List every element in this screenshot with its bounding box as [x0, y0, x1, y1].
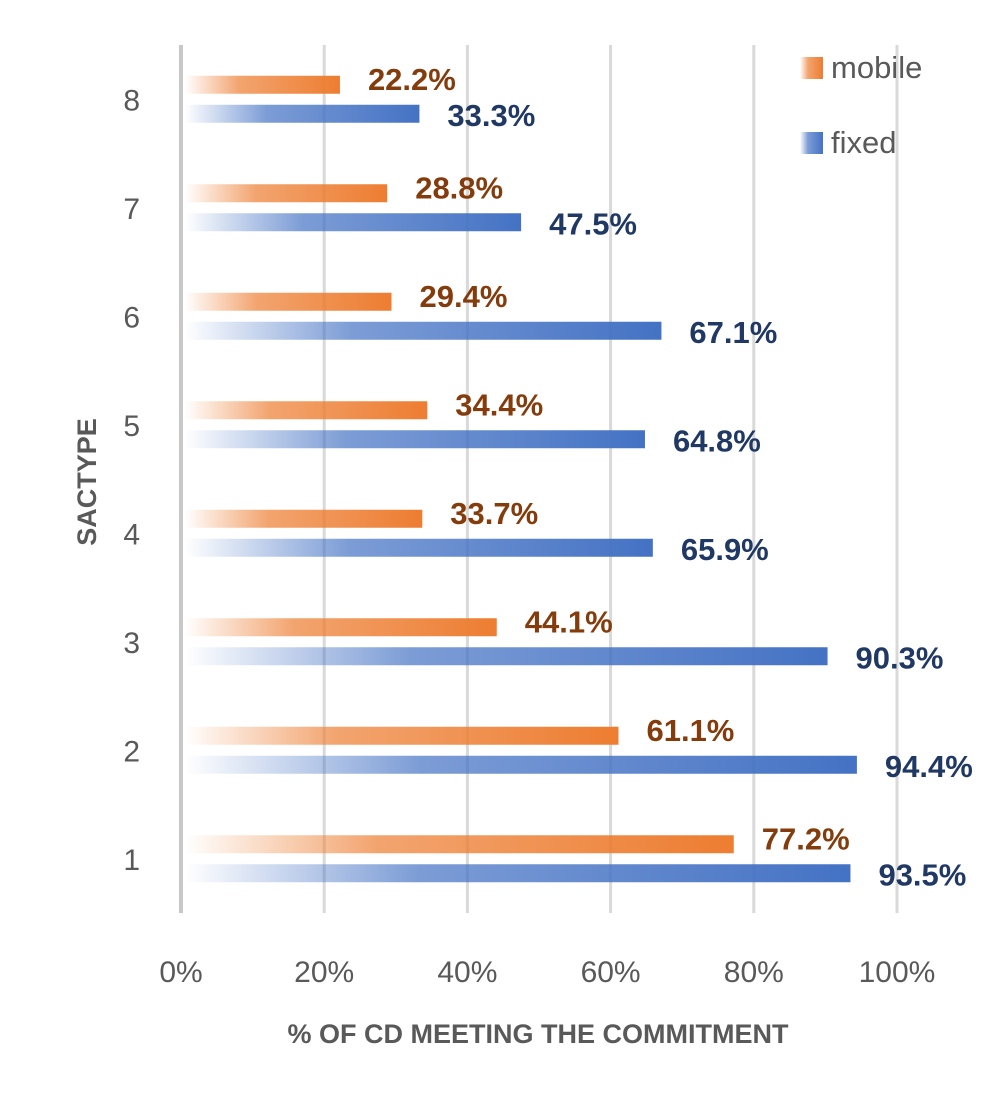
data-label-mobile-4: 33.7% [450, 496, 538, 531]
data-label-fixed-3: 90.3% [856, 640, 944, 675]
legend-label-mobile: mobile [831, 50, 922, 85]
x-tick-label: 20% [294, 956, 354, 989]
data-label-mobile-8: 22.2% [368, 62, 456, 97]
bar-fixed-5 [185, 430, 645, 449]
data-label-fixed-2: 94.4% [885, 749, 973, 784]
x-tick-label: 100% [859, 956, 936, 989]
data-label-fixed-5: 64.8% [673, 423, 761, 458]
data-label-fixed-4: 65.9% [681, 532, 769, 567]
bar-fixed-6 [185, 321, 662, 340]
bar-mobile-2 [185, 726, 619, 745]
data-label-mobile-6: 29.4% [420, 279, 508, 314]
x-axis-ticks: 0% 20% 40% 60% 80% 100% [159, 956, 935, 989]
data-label-mobile-7: 28.8% [415, 170, 503, 205]
data-labels: 77.2% 93.5% 61.1% 94.4% 44.1% 90.3% 33.7% 65.9%… [368, 62, 973, 893]
bar-mobile-6 [185, 292, 392, 311]
legend-label-fixed: fixed [831, 125, 896, 160]
y-tick-label: 5 [123, 410, 140, 443]
legend-swatch-fixed [800, 132, 823, 154]
y-tick-label: 8 [123, 84, 140, 117]
bar-fixed-3 [185, 647, 828, 666]
bar-mobile-5 [185, 401, 428, 420]
bar-mobile-3 [185, 618, 497, 637]
y-tick-label: 7 [123, 193, 140, 226]
data-label-mobile-5: 34.4% [455, 387, 543, 422]
bar-fixed-4 [185, 538, 653, 557]
x-tick-label: 60% [581, 956, 641, 989]
bars [185, 75, 857, 883]
y-axis-ticks: 1 2 3 4 5 6 7 8 [123, 84, 140, 877]
bar-fixed-8 [185, 104, 420, 123]
legend-swatch-mobile [800, 57, 823, 79]
x-tick-label: 40% [437, 956, 497, 989]
bar-fixed-2 [185, 755, 857, 774]
data-label-fixed-1: 93.5% [878, 857, 966, 892]
data-label-mobile-2: 61.1% [646, 713, 734, 748]
bar-fixed-1 [185, 864, 851, 883]
data-label-mobile-3: 44.1% [525, 604, 613, 639]
x-tick-label: 0% [159, 956, 202, 989]
bar-mobile-7 [185, 184, 388, 203]
legend: mobile fixed [800, 50, 922, 160]
y-tick-label: 4 [123, 518, 140, 551]
bar-mobile-1 [185, 835, 734, 854]
x-axis-title: % OF CD MEETING THE COMMITMENT [288, 1019, 789, 1049]
bar-mobile-8 [185, 75, 340, 94]
y-tick-label: 1 [123, 844, 140, 877]
bar-mobile-4 [185, 509, 423, 528]
gridlines [179, 45, 899, 913]
y-tick-label: 3 [123, 627, 140, 660]
data-label-mobile-1: 77.2% [762, 821, 850, 856]
data-label-fixed-7: 47.5% [549, 206, 637, 241]
y-tick-label: 6 [123, 301, 140, 334]
y-tick-label: 2 [123, 735, 140, 768]
data-label-fixed-6: 67.1% [689, 315, 777, 350]
y-axis-title: SACTYPE [72, 418, 102, 546]
data-label-fixed-8: 33.3% [447, 98, 535, 133]
bar-fixed-7 [185, 213, 522, 232]
x-tick-label: 80% [724, 956, 784, 989]
